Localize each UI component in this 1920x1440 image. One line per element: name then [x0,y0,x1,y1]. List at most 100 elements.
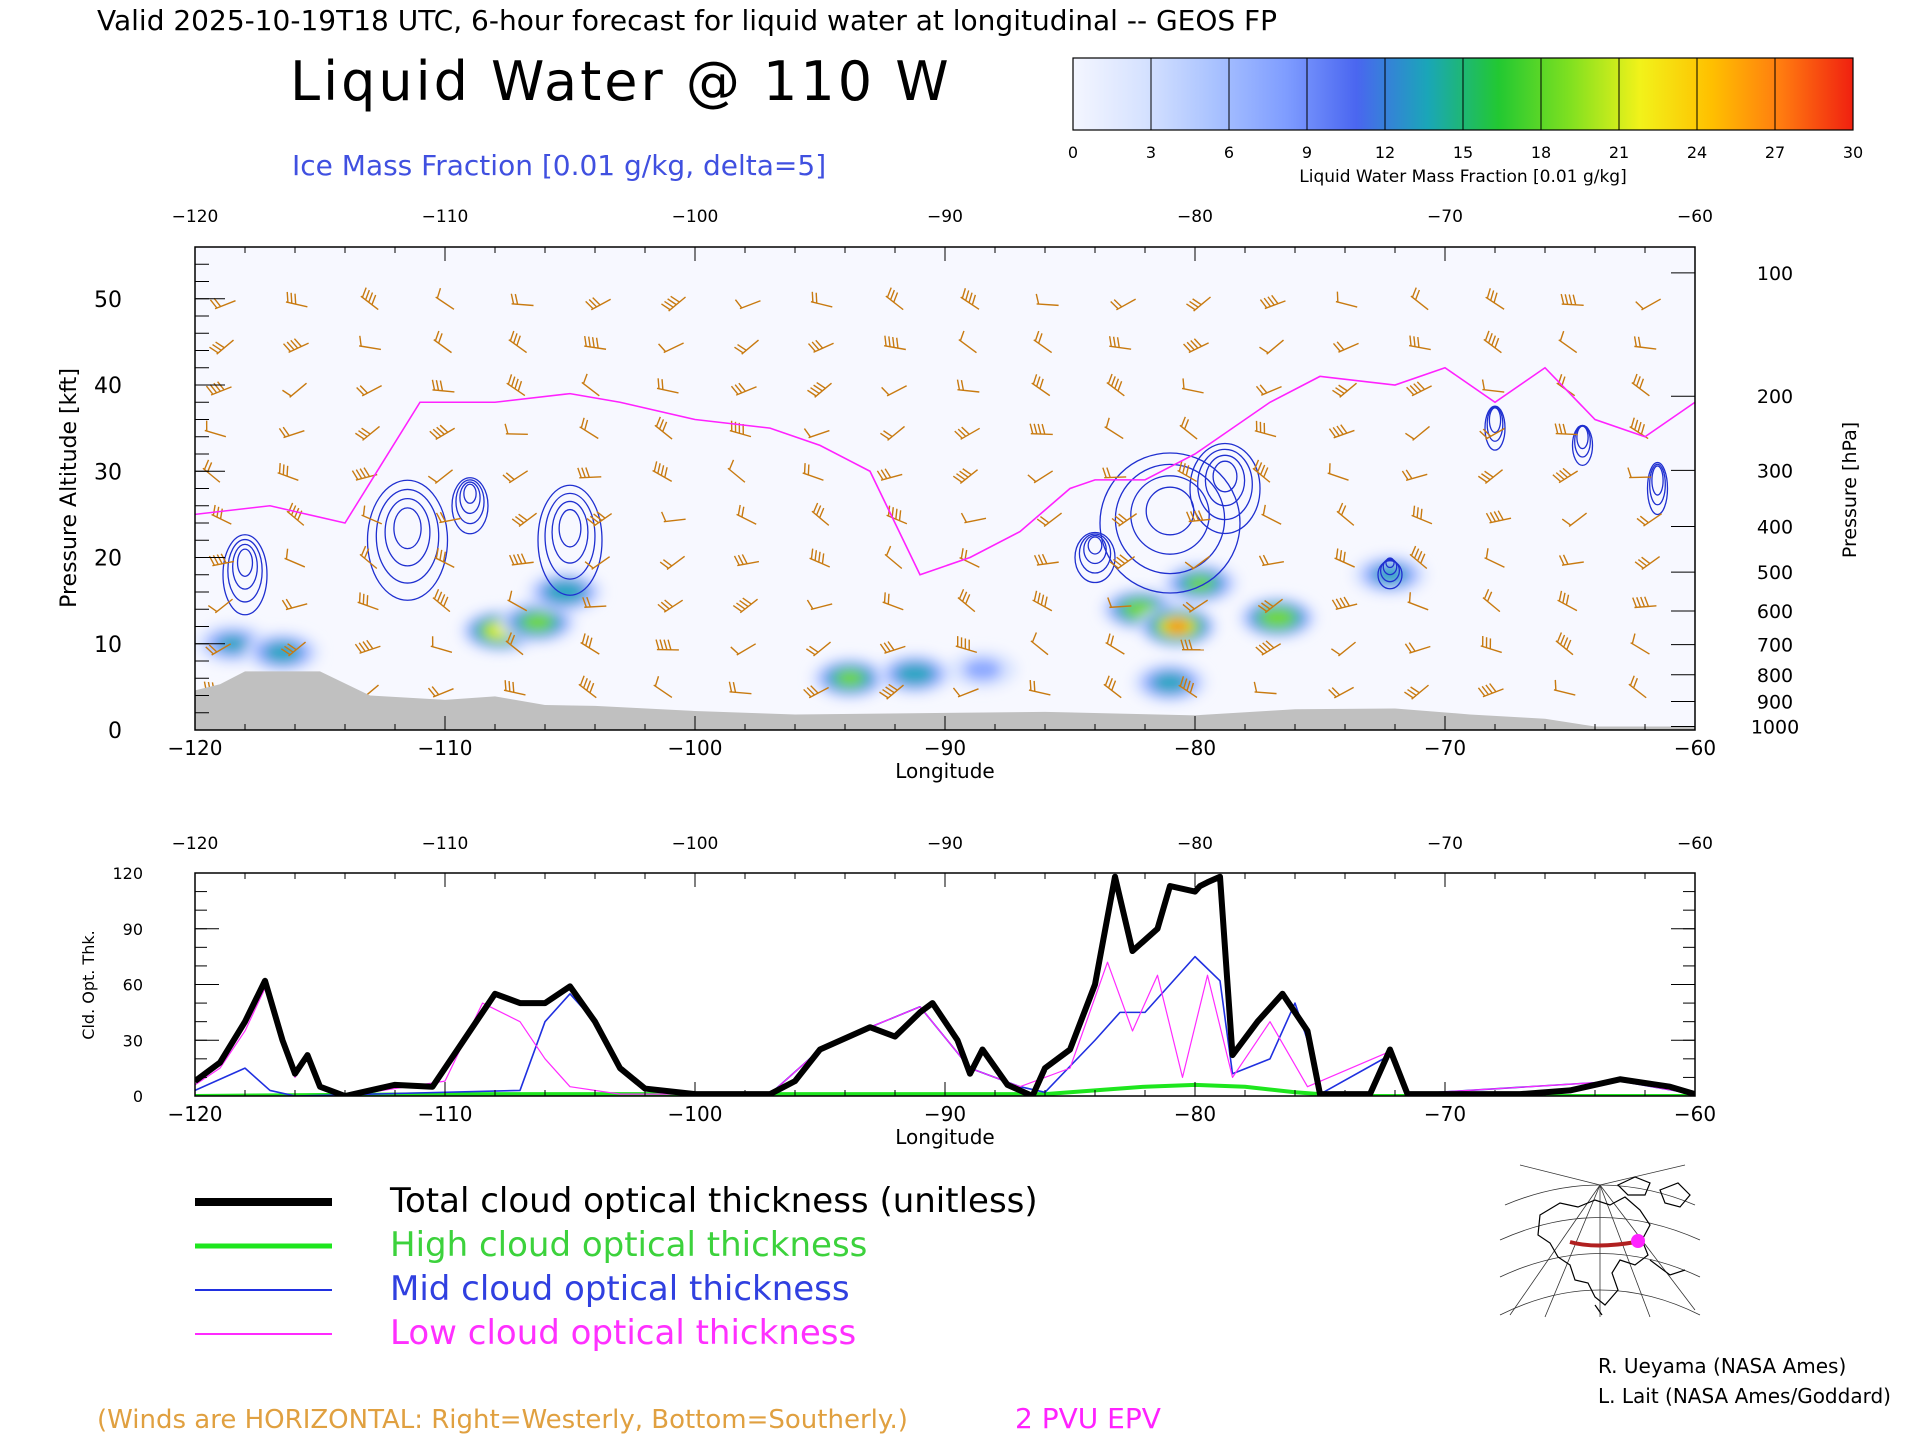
ice-contour [558,508,582,548]
wind-barb [281,598,308,611]
wind-barb [807,381,832,398]
x-top-tick-label-bottom: −70 [1427,834,1463,854]
wind-barb [281,641,306,657]
ice-contour [1074,531,1116,584]
main-title: Liquid Water @ 110 W [290,50,952,113]
wind-barb [958,330,977,354]
y-tick-label: 20 [94,547,122,572]
y-tick-label-bottom: 60 [123,976,143,995]
colorbar-tick-label: 12 [1375,143,1395,162]
wind-barb [1553,679,1576,696]
wind-barb [1105,633,1125,655]
map-location-dot [1631,1234,1645,1248]
wind-barb [1031,374,1051,397]
wind-barb [660,511,686,523]
ice-contour [459,481,481,515]
wind-barb [654,416,673,440]
y-tick-label-bottom: 30 [123,1031,143,1050]
wind-barb [1028,679,1051,696]
pressure-tick-label: 100 [1757,263,1793,285]
wind-barb [1255,640,1282,656]
colorbar-tick-label: 21 [1609,143,1629,162]
x-tick-label: −100 [668,736,723,760]
ice-contour [1087,536,1103,555]
wind-barb [1630,633,1650,655]
wind-barb [1408,335,1431,351]
ice-contour [1488,407,1502,434]
wind-barb [1257,598,1284,614]
terrain-fill [195,671,1695,730]
x-axis-label-bottom: Longitude [895,1125,994,1149]
valid-line: Valid 2025-10-19T18 UTC, 6-hour forecast… [97,4,1277,37]
wind-barb [1178,676,1198,699]
epv-label: 2 PVU EPV [1015,1402,1161,1435]
x-tick-label: −80 [1174,736,1216,760]
wind-barb [204,420,227,438]
wind-barb [1628,675,1647,699]
wind-barb [1033,553,1059,566]
liquid-water-field [195,554,1428,704]
credit-2: L. Lait (NASA Ames/Goddard) [1598,1384,1891,1408]
wind-barb [585,297,611,311]
ice-contour [455,479,485,525]
x-axis-label: Longitude [895,759,994,783]
wind-barb [1479,427,1506,440]
wind-barb [1477,469,1503,484]
wind-barb [503,680,526,696]
wind-barb [882,592,904,611]
wind-barb [734,299,761,310]
wind-barb [284,548,306,568]
wind-barb [1261,504,1282,525]
wind-barb [354,639,381,654]
wind-barb [1179,416,1198,440]
wind-barb [1561,512,1588,527]
wind-barb [1634,555,1661,570]
wind-barb [277,462,299,481]
wind-barb [432,588,451,613]
wind-barb [1102,467,1127,479]
map-track [1569,1240,1637,1248]
liquid-water-blob [1165,619,1190,634]
plot-background [195,247,1695,730]
legend: Total cloud optical thickness (unitless)… [195,1181,1038,1353]
wind-barb [580,633,600,655]
x-tick-label-bottom: −80 [1174,1102,1216,1126]
wind-barb [1183,338,1209,354]
x-tick-label-bottom: −90 [924,1102,966,1126]
wind-barb [802,463,824,481]
wind-barb [1411,505,1433,525]
wind-barb [1258,554,1285,567]
wind-barb [1481,379,1505,393]
wind-barb [1334,548,1355,568]
wind-barb [1404,642,1431,654]
wind-barb [1485,510,1512,524]
wind-barb [811,502,830,526]
wind-barb [1259,339,1284,355]
pressure-tick-label: 900 [1757,692,1793,714]
y-tick-label: 0 [108,719,122,744]
wind-barb [431,379,455,393]
credit-1: R. Ueyama (NASA Ames) [1598,1354,1846,1378]
colorbar-tick-label: 18 [1531,143,1551,162]
wind-barb [876,468,903,481]
wind-barb [657,599,684,613]
wind-barb [282,338,309,353]
ice-contour [1484,405,1506,451]
ice-contour [384,497,431,567]
ice-contour [1576,425,1589,450]
wind-barb [502,470,529,484]
wind-barb [885,287,904,311]
wind-barb [1177,461,1198,483]
colorbar: 0 3 6 9 12 15 18 21 24 27 30 Liquid Water Mass Frac… [1068,57,1863,187]
x-top-tick-label-bottom: −90 [927,834,963,854]
wind-barb [1109,554,1136,570]
wind-barb [211,504,232,525]
ice-contour [1486,406,1504,442]
wind-barb [1632,596,1657,609]
wind-barb [1106,373,1125,397]
map-graticule [1499,1164,1701,1318]
wind-barb [803,685,829,699]
y-tick-label: 40 [94,374,122,399]
wind-barb [1186,296,1211,312]
